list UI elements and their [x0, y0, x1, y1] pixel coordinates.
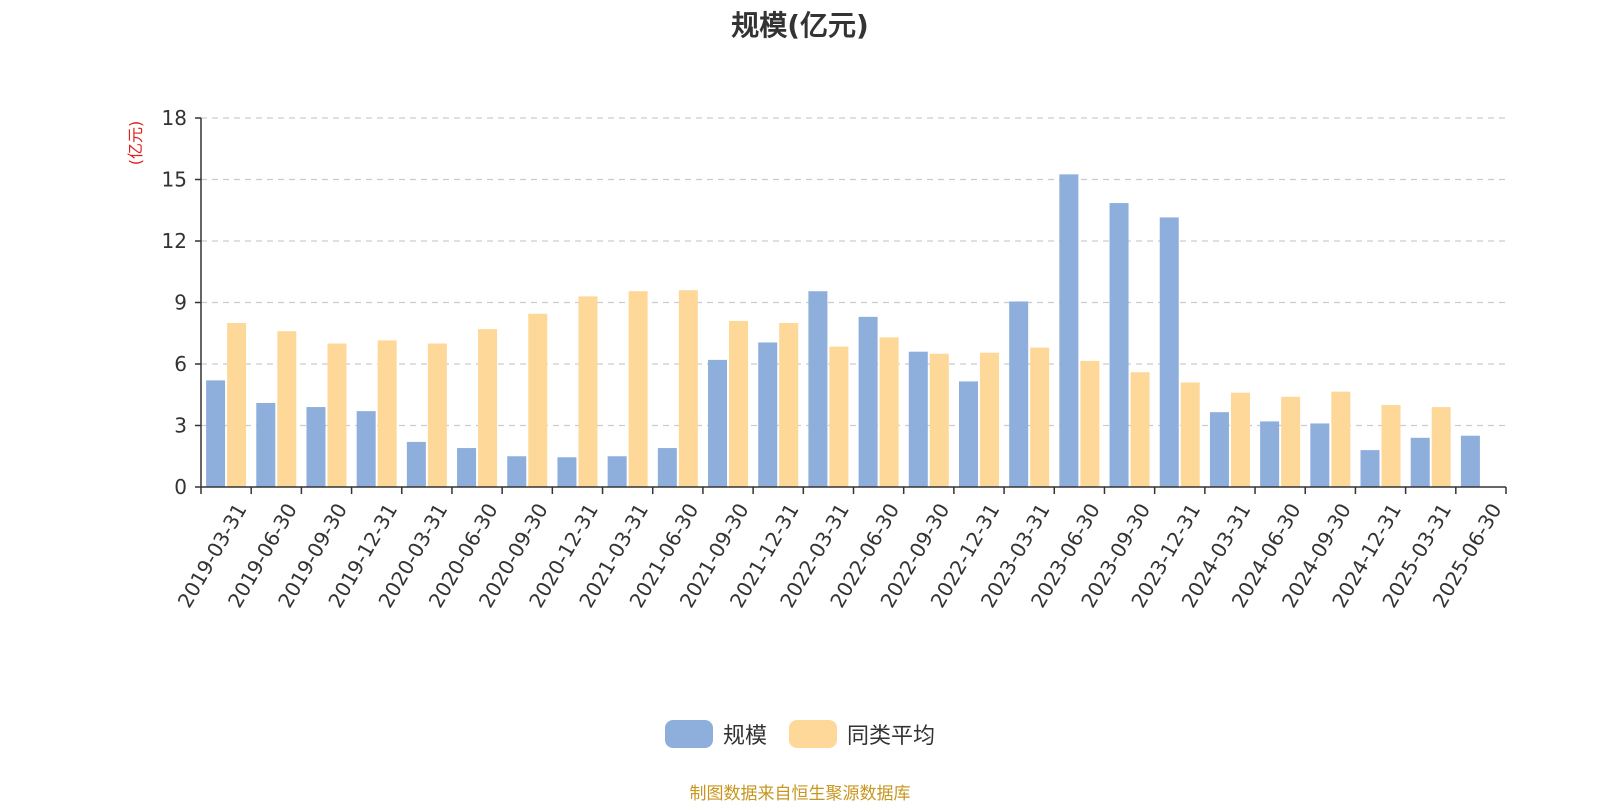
- bar-peer-average[interactable]: [1230, 392, 1250, 487]
- bar-scale[interactable]: [457, 448, 477, 487]
- bar-scale[interactable]: [507, 456, 527, 487]
- bar-scale[interactable]: [557, 457, 577, 487]
- bar-scale[interactable]: [808, 291, 828, 487]
- bar-peer-average[interactable]: [427, 343, 447, 488]
- bar-scale[interactable]: [1209, 412, 1229, 487]
- bar-scale[interactable]: [306, 407, 326, 487]
- y-tick-label: 18: [162, 106, 187, 130]
- bar-scale[interactable]: [1310, 423, 1330, 487]
- bar-scale[interactable]: [1410, 437, 1430, 487]
- bar-peer-average[interactable]: [377, 340, 397, 487]
- grid-lines: [201, 117, 1506, 427]
- bar-peer-average[interactable]: [929, 353, 949, 487]
- legend-item-peer-average[interactable]: 同类平均: [789, 718, 935, 750]
- bar-peer-average[interactable]: [979, 352, 999, 487]
- y-tick-label: 6: [174, 352, 187, 376]
- bar-peer-average[interactable]: [277, 331, 297, 487]
- bar-scale[interactable]: [206, 380, 226, 487]
- bar-peer-average[interactable]: [327, 343, 347, 488]
- bar-peer-average[interactable]: [779, 323, 799, 487]
- bar-peer-average[interactable]: [628, 291, 648, 487]
- data-source-note: 制图数据来自恒生聚源数据库: [689, 784, 911, 804]
- bar-peer-average[interactable]: [227, 323, 247, 487]
- bar-peer-average[interactable]: [528, 313, 548, 487]
- bar-peer-average[interactable]: [1080, 360, 1100, 487]
- y-tick-label: 0: [174, 475, 187, 499]
- bar-peer-average[interactable]: [1331, 391, 1351, 487]
- bar-peer-average[interactable]: [879, 337, 899, 487]
- bar-scale[interactable]: [758, 342, 778, 487]
- bar-scale[interactable]: [1109, 203, 1129, 487]
- bar-scale[interactable]: [858, 316, 878, 487]
- bars: [206, 174, 1480, 488]
- legend-label-scale: 规模: [722, 724, 767, 749]
- legend-swatch-peer-average: [789, 720, 837, 748]
- bar-scale[interactable]: [908, 351, 928, 487]
- bar-peer-average[interactable]: [829, 346, 849, 487]
- bar-peer-average[interactable]: [729, 320, 749, 487]
- bar-scale[interactable]: [607, 456, 627, 487]
- bar-peer-average[interactable]: [478, 329, 498, 487]
- bar-scale[interactable]: [1159, 217, 1179, 488]
- bar-peer-average[interactable]: [1030, 347, 1050, 487]
- bar-peer-average[interactable]: [1281, 396, 1301, 487]
- bar-scale[interactable]: [406, 441, 426, 487]
- bar-scale[interactable]: [1059, 174, 1079, 487]
- bar-scale[interactable]: [958, 381, 978, 487]
- bar-scale[interactable]: [1460, 435, 1480, 487]
- bar-peer-average[interactable]: [578, 296, 598, 487]
- bar-peer-average[interactable]: [678, 290, 698, 487]
- chart-title: 规模(亿元): [731, 9, 869, 42]
- y-tick-label: 3: [174, 414, 187, 438]
- legend: 规模 同类平均: [0, 718, 1600, 750]
- bar-scale[interactable]: [1009, 301, 1029, 487]
- y-axis-unit-label: (亿元): [126, 121, 145, 166]
- legend-item-scale[interactable]: 规模: [664, 718, 767, 750]
- bar-scale[interactable]: [1260, 421, 1280, 487]
- bar-scale[interactable]: [657, 448, 677, 487]
- bar-peer-average[interactable]: [1381, 405, 1401, 487]
- bar-peer-average[interactable]: [1130, 372, 1150, 487]
- bar-scale[interactable]: [256, 402, 276, 487]
- bar-scale[interactable]: [708, 359, 728, 487]
- bar-peer-average[interactable]: [1180, 382, 1200, 487]
- y-tick-label: 15: [162, 168, 187, 192]
- y-tick-label: 9: [174, 291, 187, 315]
- y-tick-label: 12: [162, 229, 187, 253]
- legend-label-peer-average: 同类平均: [847, 724, 936, 749]
- bar-scale[interactable]: [1360, 450, 1380, 487]
- legend-swatch-scale: [664, 720, 713, 748]
- bar-scale[interactable]: [356, 411, 376, 487]
- bar-peer-average[interactable]: [1431, 407, 1451, 487]
